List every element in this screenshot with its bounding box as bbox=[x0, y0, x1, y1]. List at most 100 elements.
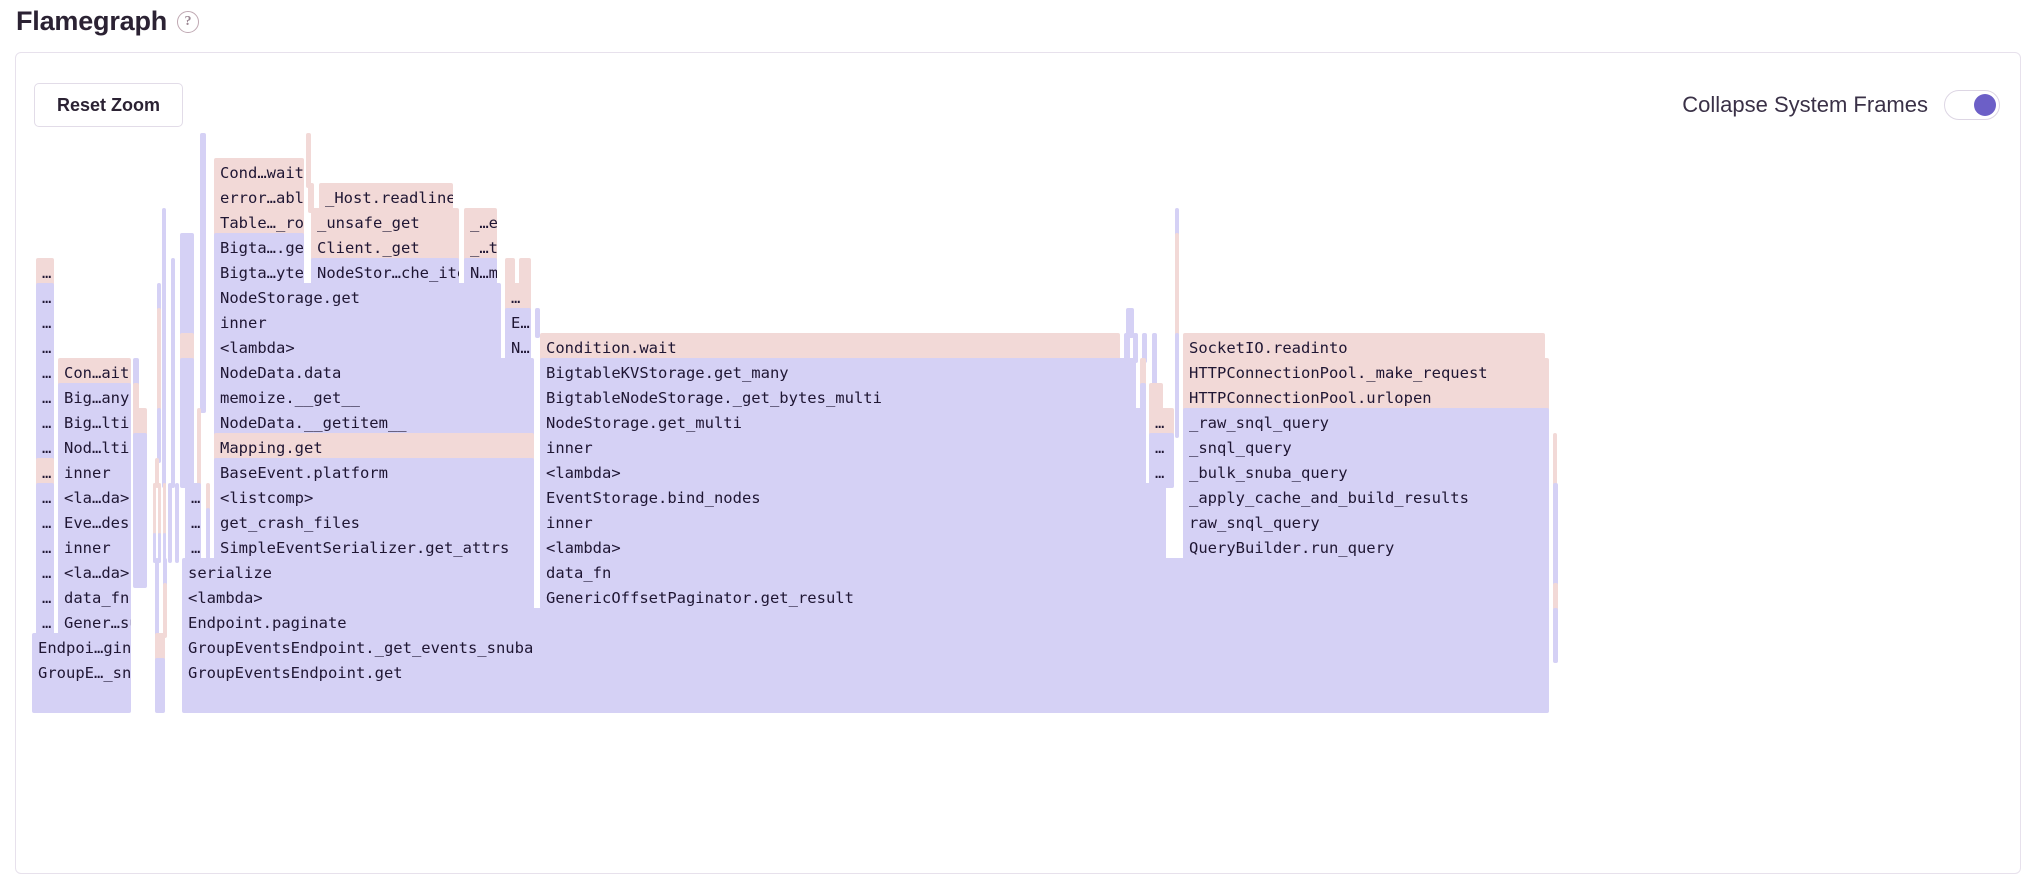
flame-frame-narrow[interactable] bbox=[519, 258, 531, 288]
flame-frame-narrow[interactable] bbox=[157, 283, 161, 313]
flame-frame-narrow[interactable] bbox=[1152, 358, 1157, 388]
flame-frame-narrow[interactable] bbox=[1553, 558, 1558, 588]
flame-frame-narrow[interactable] bbox=[1142, 333, 1147, 363]
flame-frame-narrow[interactable] bbox=[171, 458, 175, 488]
flame-frame-narrow[interactable] bbox=[180, 433, 194, 463]
flame-frame-narrow[interactable] bbox=[163, 483, 166, 513]
flame-frame-narrow[interactable] bbox=[155, 608, 159, 638]
flame-frame-narrow[interactable] bbox=[180, 358, 194, 388]
flame-frame-narrow[interactable] bbox=[1175, 233, 1179, 263]
flame-frame-narrow[interactable] bbox=[162, 283, 166, 313]
flame-frame-narrow[interactable] bbox=[180, 383, 194, 413]
flame-frame-narrow[interactable] bbox=[157, 308, 161, 338]
flame-frame-narrow[interactable] bbox=[1553, 483, 1558, 513]
flame-frame-narrow[interactable] bbox=[1553, 533, 1558, 563]
flame-frame-narrow[interactable] bbox=[197, 458, 201, 488]
flame-frame-narrow[interactable] bbox=[1140, 383, 1146, 413]
flame-frame-narrow[interactable] bbox=[133, 408, 147, 438]
flame-frame-narrow[interactable] bbox=[175, 508, 179, 538]
flame-frame-narrow[interactable] bbox=[157, 358, 161, 388]
flame-frame-narrow[interactable] bbox=[162, 433, 166, 463]
flame-frame-narrow[interactable] bbox=[200, 183, 206, 213]
flame-frame-narrow[interactable] bbox=[171, 433, 175, 463]
flame-frame[interactable]: … bbox=[36, 408, 54, 438]
flame-frame-narrow[interactable] bbox=[1553, 608, 1558, 638]
flame-frame-narrow[interactable] bbox=[200, 383, 206, 413]
help-icon[interactable]: ? bbox=[177, 10, 200, 33]
flame-frame-narrow[interactable] bbox=[1553, 433, 1557, 463]
flame-frame-narrow[interactable] bbox=[162, 358, 166, 388]
flame-frame-narrow[interactable] bbox=[1175, 208, 1179, 238]
flame-frame-narrow[interactable] bbox=[206, 508, 210, 538]
flame-frame-narrow[interactable] bbox=[200, 333, 206, 363]
flame-frame[interactable]: … bbox=[36, 333, 54, 363]
flame-frame-narrow[interactable] bbox=[163, 558, 167, 588]
flame-frame-narrow[interactable] bbox=[168, 508, 172, 538]
flame-frame-narrow[interactable] bbox=[180, 408, 194, 438]
flame-frame-narrow[interactable] bbox=[197, 408, 201, 438]
flame-frame[interactable]: … bbox=[36, 458, 54, 488]
flame-frame-narrow[interactable] bbox=[133, 533, 147, 563]
flame-frame[interactable]: … bbox=[36, 483, 54, 513]
flame-frame-narrow[interactable] bbox=[168, 483, 172, 513]
flame-frame-narrow[interactable] bbox=[133, 383, 139, 413]
flame-frame-narrow[interactable] bbox=[162, 233, 166, 263]
flame-frame-narrow[interactable] bbox=[168, 533, 172, 563]
flame-frame[interactable]: … bbox=[36, 358, 54, 388]
flame-frame-narrow[interactable] bbox=[153, 533, 156, 563]
flame-frame-narrow[interactable] bbox=[1149, 383, 1163, 413]
flame-frame-narrow[interactable] bbox=[1175, 283, 1179, 313]
flame-frame-narrow[interactable] bbox=[157, 383, 161, 413]
flame-frame-narrow[interactable] bbox=[133, 358, 139, 388]
flame-frame-narrow[interactable] bbox=[163, 608, 167, 638]
flame-frame-narrow[interactable] bbox=[32, 683, 131, 713]
flame-frame-narrow[interactable] bbox=[162, 208, 166, 238]
flame-frame-narrow[interactable] bbox=[171, 333, 175, 363]
flame-frame-narrow[interactable] bbox=[1553, 583, 1558, 613]
flame-frame[interactable]: … bbox=[185, 483, 201, 513]
flame-frame-narrow[interactable] bbox=[306, 133, 311, 163]
flame-frame-narrow[interactable] bbox=[171, 383, 175, 413]
reset-zoom-button[interactable]: Reset Zoom bbox=[34, 83, 184, 127]
flame-frame-narrow[interactable] bbox=[180, 458, 194, 488]
flame-frame-narrow[interactable] bbox=[200, 133, 206, 163]
flame-frame-narrow[interactable] bbox=[505, 258, 515, 288]
collapse-system-frames-toggle[interactable] bbox=[1944, 90, 2000, 120]
flame-frame-narrow[interactable] bbox=[133, 433, 147, 463]
flame-frame-narrow[interactable] bbox=[171, 258, 175, 288]
flame-frame-narrow[interactable] bbox=[1175, 308, 1179, 338]
flame-frame-narrow[interactable] bbox=[153, 483, 156, 513]
flame-frame[interactable]: … bbox=[36, 583, 54, 613]
flame-frame-narrow[interactable] bbox=[200, 208, 206, 238]
flame-frame-narrow[interactable] bbox=[163, 583, 167, 613]
flame-frame-narrow[interactable] bbox=[155, 558, 159, 588]
flame-frame-narrow[interactable] bbox=[171, 308, 175, 338]
flame-frame-narrow[interactable] bbox=[1140, 358, 1146, 388]
flame-frame-narrow[interactable] bbox=[180, 308, 194, 338]
flame-frame-narrow[interactable] bbox=[1133, 333, 1138, 363]
flame-frame-narrow[interactable] bbox=[157, 408, 161, 438]
flame-frame-narrow[interactable] bbox=[175, 483, 179, 513]
flame-frame-narrow[interactable] bbox=[155, 583, 159, 613]
flame-frame-narrow[interactable] bbox=[308, 183, 314, 213]
flame-frame[interactable]: … bbox=[36, 608, 54, 638]
flame-frame-narrow[interactable] bbox=[1175, 358, 1179, 388]
flame-frame-narrow[interactable] bbox=[158, 508, 161, 538]
flame-frame[interactable]: … bbox=[36, 258, 54, 288]
flame-frame-narrow[interactable] bbox=[162, 308, 166, 338]
flame-frame[interactable]: … bbox=[36, 283, 54, 313]
flame-frame-narrow[interactable] bbox=[158, 533, 161, 563]
flame-frame[interactable]: … bbox=[185, 533, 201, 563]
flame-frame-narrow[interactable] bbox=[155, 458, 159, 488]
flame-frame-narrow[interactable] bbox=[133, 483, 147, 513]
flame-frame-narrow[interactable] bbox=[182, 683, 1549, 713]
flame-frame[interactable]: … bbox=[185, 508, 201, 538]
flame-frame-narrow[interactable] bbox=[171, 408, 175, 438]
flame-frame-narrow[interactable] bbox=[1124, 333, 1130, 363]
flame-frame-narrow[interactable] bbox=[200, 283, 206, 313]
flame-frame[interactable]: NodeData.data bbox=[214, 358, 534, 388]
flame-frame-narrow[interactable] bbox=[535, 308, 540, 338]
flame-frame-narrow[interactable] bbox=[1553, 633, 1558, 663]
flame-frame-narrow[interactable] bbox=[162, 408, 166, 438]
flame-frame-narrow[interactable] bbox=[206, 483, 210, 513]
